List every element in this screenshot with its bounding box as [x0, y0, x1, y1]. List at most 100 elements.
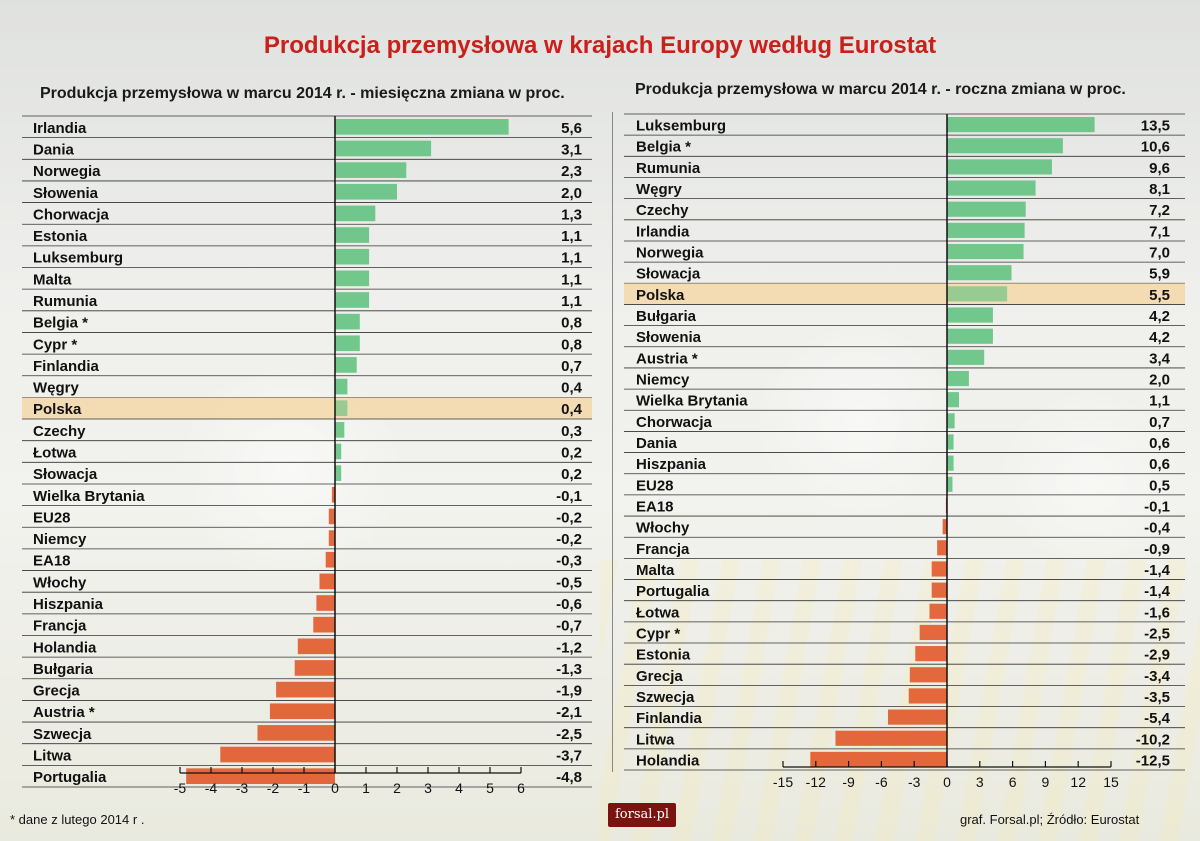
chart-title-monthly: Produkcja przemysłowa w marcu 2014 r. - … — [40, 85, 565, 102]
monthly-bar — [335, 140, 432, 157]
monthly-category-label: Finlandia — [33, 358, 99, 375]
forsal-logo[interactable]: forsal.pl — [608, 803, 676, 827]
annual-bar — [909, 667, 947, 683]
monthly-bar — [335, 248, 370, 265]
source-credit: graf. Forsal.pl; Źródło: Eurostat — [960, 812, 1140, 827]
monthly-bar — [316, 595, 335, 611]
annual-x-tick-label: -9 — [842, 774, 855, 790]
monthly-category-label: Litwa — [33, 748, 72, 765]
monthly-x-tick-label: -5 — [174, 780, 187, 796]
annual-value-label: -12,5 — [1136, 752, 1170, 769]
annual-bar — [887, 709, 947, 725]
annual-value-label: 0,6 — [1149, 435, 1170, 452]
annual-bar — [919, 624, 947, 641]
monthly-category-label: Słowacja — [33, 466, 98, 483]
annual-value-label: 0,6 — [1149, 456, 1170, 473]
monthly-bar — [335, 357, 357, 373]
monthly-value-label: -0,2 — [556, 531, 582, 548]
monthly-category-label: Hiszpania — [33, 596, 104, 613]
monthly-value-label: -1,3 — [556, 661, 582, 678]
annual-category-label: Litwa — [636, 731, 675, 748]
annual-category-label: Czechy — [636, 202, 689, 219]
chart-annual: Luksemburg 13,5 Belgia * 10,6 Rumunia 9,6 Węgr… — [624, 113, 1185, 790]
annual-value-label: 7,0 — [1149, 245, 1170, 262]
annual-bar — [947, 117, 1095, 133]
annual-bar — [947, 392, 960, 408]
monthly-category-label: EA18 — [33, 553, 71, 570]
monthly-bar — [335, 205, 376, 222]
annual-category-label: Dania — [636, 435, 678, 452]
annual-bar — [937, 540, 947, 556]
monthly-category-label: Holandia — [33, 639, 97, 656]
annual-highlight-row — [624, 283, 1185, 305]
annual-x-tick-label: -6 — [875, 774, 888, 790]
annual-x-tick-label: 0 — [943, 774, 951, 790]
monthly-x-tick-label: -1 — [298, 780, 311, 796]
annual-value-label: 5,5 — [1149, 287, 1170, 304]
annual-x-tick-label: -12 — [806, 774, 826, 790]
monthly-value-label: 0,8 — [561, 336, 582, 353]
annual-value-label: -0,4 — [1144, 520, 1171, 537]
monthly-value-label: 0,4 — [561, 380, 583, 397]
annual-bar — [947, 307, 993, 323]
monthly-x-tick-label: -4 — [205, 780, 218, 796]
annual-category-label: EU28 — [636, 477, 674, 494]
monthly-value-label: 1,3 — [561, 206, 582, 223]
annual-category-label: Malta — [636, 562, 675, 579]
annual-category-label: Słowenia — [636, 329, 702, 346]
annual-bar — [947, 413, 955, 429]
annual-value-label: 8,1 — [1149, 181, 1170, 198]
annual-value-label: 7,2 — [1149, 202, 1170, 219]
monthly-value-label: 0,2 — [561, 466, 582, 483]
monthly-bar — [297, 638, 335, 655]
annual-value-label: 5,9 — [1149, 266, 1170, 283]
annual-value-label: 13,5 — [1141, 118, 1170, 135]
annual-value-label: 0,5 — [1149, 477, 1170, 494]
monthly-bar — [220, 746, 335, 763]
monthly-category-label: Bułgaria — [33, 661, 94, 678]
monthly-category-label: Dania — [33, 141, 75, 158]
annual-value-label: -1,4 — [1144, 583, 1171, 600]
monthly-bar — [335, 183, 397, 200]
monthly-bar — [335, 313, 360, 330]
annual-bar — [931, 561, 947, 577]
annual-category-label: Niemcy — [636, 372, 690, 389]
annual-x-tick-label: 15 — [1103, 774, 1119, 790]
monthly-bar — [335, 270, 370, 287]
annual-value-label: 1,1 — [1149, 393, 1170, 410]
annual-bar — [947, 222, 1025, 238]
annual-category-label: Grecja — [636, 668, 683, 685]
monthly-category-label: Wielka Brytania — [33, 488, 145, 505]
monthly-value-label: 0,8 — [561, 315, 582, 332]
monthly-category-label: Grecja — [33, 683, 80, 700]
monthly-bar — [335, 335, 360, 352]
monthly-value-label: -2,5 — [556, 726, 582, 743]
annual-bar — [947, 328, 993, 344]
annual-bar — [947, 201, 1026, 217]
annual-value-label: -2,9 — [1144, 647, 1170, 664]
annual-bar — [947, 434, 954, 450]
annual-value-label: -1,6 — [1144, 604, 1170, 621]
annual-bar — [835, 730, 947, 746]
monthly-bar — [335, 119, 509, 135]
annual-value-label: 0,7 — [1149, 414, 1170, 431]
monthly-bar — [335, 422, 345, 438]
annual-x-tick-label: -3 — [908, 774, 921, 790]
monthly-highlight-row — [22, 397, 592, 420]
annual-value-label: -5,4 — [1144, 710, 1171, 727]
annual-bar — [947, 370, 969, 387]
annual-bar — [947, 476, 953, 492]
annual-bar — [810, 751, 947, 767]
annual-x-tick-label: 6 — [1009, 774, 1017, 790]
monthly-bar — [328, 508, 335, 525]
monthly-value-label: -3,7 — [556, 748, 582, 765]
monthly-x-tick-label: 4 — [455, 780, 463, 796]
monthly-category-label: Norwegia — [33, 163, 101, 180]
monthly-category-label: Słowenia — [33, 185, 99, 202]
annual-category-label: Cypr * — [636, 625, 680, 642]
monthly-x-tick-label: 5 — [486, 780, 494, 796]
annual-category-label: Irlandia — [636, 223, 690, 240]
monthly-bar — [276, 681, 335, 698]
annual-category-label: Hiszpania — [636, 456, 707, 473]
monthly-category-label: Polska — [33, 401, 82, 418]
